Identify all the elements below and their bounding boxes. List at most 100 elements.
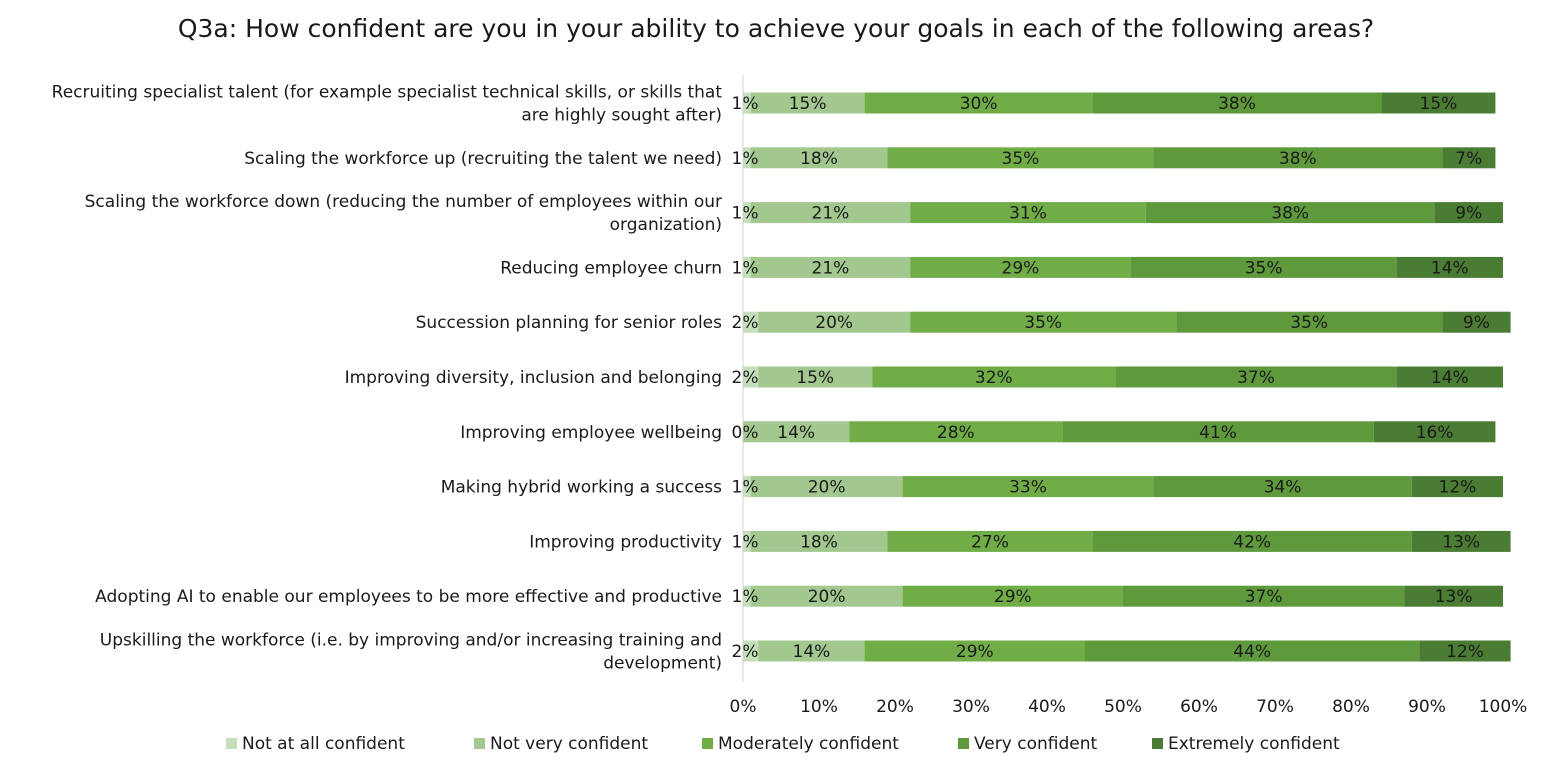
data-label: 14% xyxy=(1431,368,1469,388)
bar-segment-extremely-confident xyxy=(1442,147,1496,169)
legend: Not at all confident Not very confident Mo… xyxy=(226,734,1340,754)
bar-segment-not-very-confident xyxy=(750,147,888,169)
data-label: 29% xyxy=(994,587,1032,607)
bar-segment-very-confident xyxy=(1123,585,1405,607)
bar-segment-not-at-all-confident xyxy=(743,147,751,169)
bar-segment-very-confident xyxy=(1115,366,1397,388)
bar-segment-not-at-all-confident xyxy=(743,366,759,388)
data-label: 15% xyxy=(1420,94,1458,114)
bar-segment-extremely-confident xyxy=(1396,366,1503,388)
data-label: 2% xyxy=(732,313,759,333)
bar-segment-not-very-confident xyxy=(750,256,911,278)
bar-segment-not-at-all-confident xyxy=(743,256,751,278)
bar-segment-not-very-confident xyxy=(750,585,903,607)
data-label: 12% xyxy=(1439,478,1477,498)
bar-segment-not-very-confident xyxy=(750,476,903,498)
bar-segment-not-at-all-confident xyxy=(743,640,759,662)
data-label: 38% xyxy=(1218,94,1256,114)
bar-segment-extremely-confident xyxy=(1419,640,1511,662)
bar-segment-moderately-confident xyxy=(849,421,1063,443)
bar-segment-moderately-confident xyxy=(902,585,1123,607)
bar-segment-very-confident xyxy=(1092,530,1412,552)
data-label: 0% xyxy=(732,423,759,443)
x-tick-label: 70% xyxy=(1256,697,1294,717)
category-label: Improving diversity, inclusion and belon… xyxy=(345,368,722,388)
bar-segment-not-very-confident xyxy=(750,92,865,114)
bar-segment-not-at-all-confident xyxy=(743,311,759,333)
legend-swatch-moderately-confident xyxy=(702,738,713,749)
bar-segment-not-very-confident xyxy=(750,202,911,224)
legend-swatch-not-very-confident xyxy=(474,738,485,749)
labels-layer: Recruiting specialist talent (for exampl… xyxy=(52,83,1490,674)
bar-segment-very-confident xyxy=(1092,92,1382,114)
data-label: 31% xyxy=(1009,204,1047,224)
bar-segment-moderately-confident xyxy=(902,476,1154,498)
data-label: 35% xyxy=(1002,149,1040,169)
data-label: 1% xyxy=(732,94,759,114)
data-label: 20% xyxy=(815,313,853,333)
category-label: Succession planning for senior roles xyxy=(416,313,722,333)
x-tick-label: 100% xyxy=(1479,697,1528,717)
data-label: 15% xyxy=(789,94,827,114)
bar-segment-not-very-confident xyxy=(758,366,873,388)
data-label: 14% xyxy=(793,642,831,662)
data-label: 2% xyxy=(732,642,759,662)
chart-title: Q3a: How confident are you in your abili… xyxy=(177,14,1375,43)
data-label: 15% xyxy=(796,368,834,388)
data-label: 1% xyxy=(732,204,759,224)
legend-label: Not at all confident xyxy=(242,734,405,754)
bar-segment-very-confident xyxy=(1145,202,1435,224)
data-label: 12% xyxy=(1446,642,1484,662)
bar-segment-very-confident xyxy=(1085,640,1420,662)
data-label: 38% xyxy=(1279,149,1317,169)
legend-label: Very confident xyxy=(974,734,1097,754)
bar-segment-extremely-confident xyxy=(1442,311,1511,333)
bar-segment-very-confident xyxy=(1153,147,1443,169)
category-label: Improving employee wellbeing xyxy=(460,423,722,443)
category-label: Making hybrid working a success xyxy=(441,478,722,498)
x-tick-label: 30% xyxy=(952,697,990,717)
data-label: 1% xyxy=(732,149,759,169)
bar-segment-not-at-all-confident xyxy=(743,92,751,114)
bar-segment-not-very-confident xyxy=(758,311,911,333)
bar-segment-very-confident xyxy=(1130,256,1397,278)
data-label: 20% xyxy=(808,587,846,607)
bar-segment-extremely-confident xyxy=(1434,202,1503,224)
data-label: 37% xyxy=(1245,587,1283,607)
bar-segment-extremely-confident xyxy=(1373,421,1496,443)
x-axis: 0% 10% 20% 30% 40% 50% 60% 70% 80% 90% 100% xyxy=(730,75,1528,717)
data-label: 13% xyxy=(1442,532,1480,552)
x-tick-label: 50% xyxy=(1104,697,1142,717)
data-label: 27% xyxy=(971,532,1009,552)
data-label: 28% xyxy=(937,423,975,443)
data-label: 7% xyxy=(1455,149,1482,169)
bar-segment-moderately-confident xyxy=(872,366,1116,388)
data-label: 38% xyxy=(1271,204,1309,224)
data-label: 41% xyxy=(1199,423,1237,443)
legend-label: Moderately confident xyxy=(718,734,899,754)
legend-swatch-not-at-all-confident xyxy=(226,738,237,749)
bar-segment-extremely-confident xyxy=(1381,92,1496,114)
data-label: 33% xyxy=(1009,478,1047,498)
bar-segment-moderately-confident xyxy=(910,256,1131,278)
category-label: Upskilling the workforce (i.e. by improv… xyxy=(100,631,722,674)
bar-segment-extremely-confident xyxy=(1404,585,1503,607)
category-label: Scaling the workforce down (reducing the… xyxy=(85,192,722,235)
data-label: 14% xyxy=(777,423,815,443)
data-label: 35% xyxy=(1245,258,1283,278)
x-tick-label: 90% xyxy=(1408,697,1446,717)
legend-swatch-very-confident xyxy=(958,738,969,749)
data-label: 1% xyxy=(732,478,759,498)
data-label: 18% xyxy=(800,532,838,552)
bar-segment-not-at-all-confident xyxy=(743,530,751,552)
data-label: 1% xyxy=(732,587,759,607)
bar-segment-not-very-confident xyxy=(750,530,888,552)
bar-segment-not-very-confident xyxy=(758,640,865,662)
bar-segment-not-at-all-confident xyxy=(743,202,751,224)
data-label: 16% xyxy=(1416,423,1454,443)
data-label: 35% xyxy=(1024,313,1062,333)
x-tick-label: 80% xyxy=(1332,697,1370,717)
data-label: 20% xyxy=(808,478,846,498)
data-label: 9% xyxy=(1463,313,1490,333)
